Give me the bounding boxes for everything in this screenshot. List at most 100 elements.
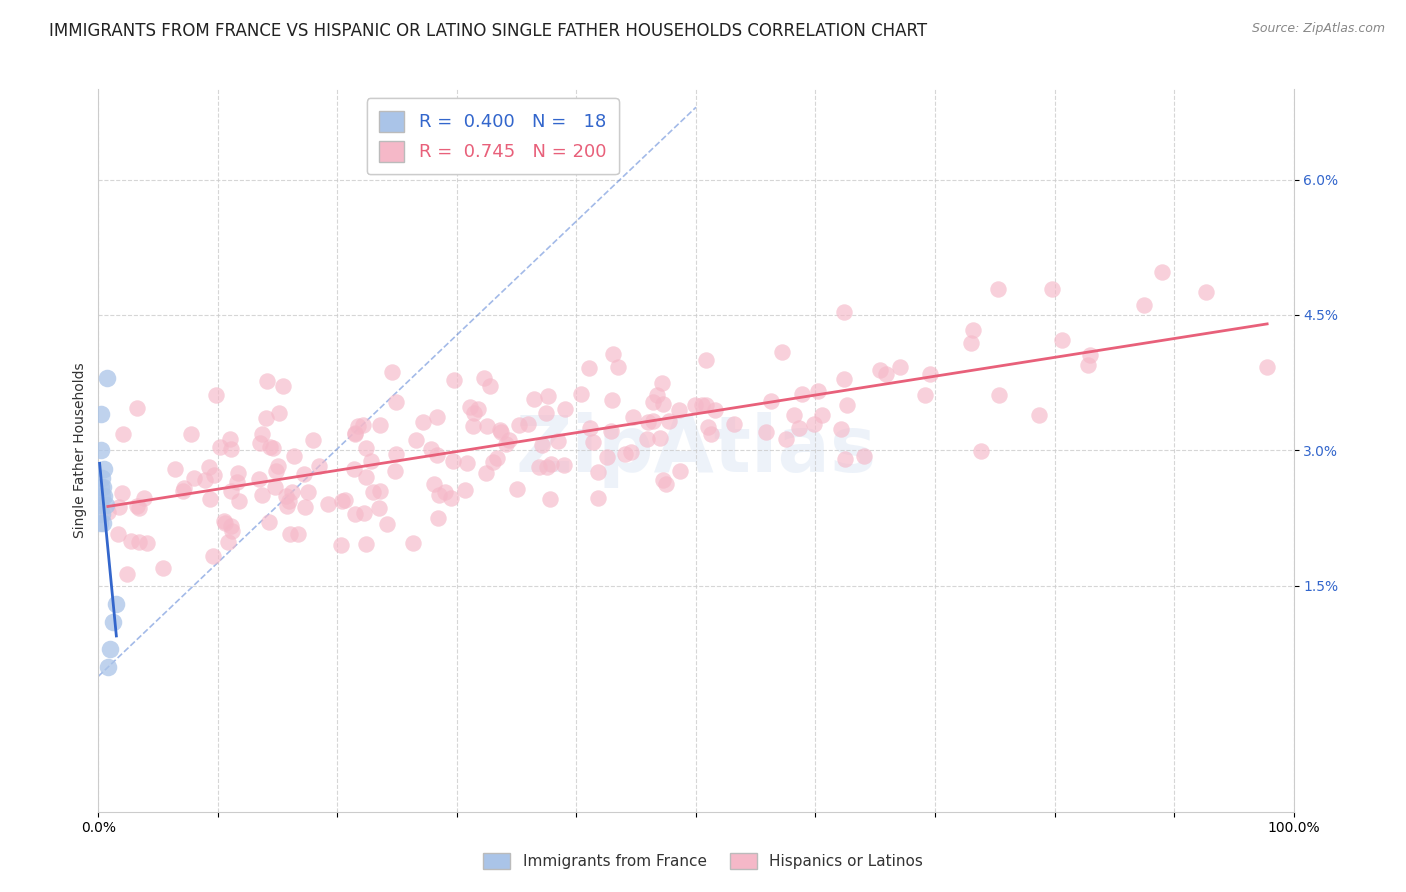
Point	[454, 483, 477, 497]
Point	[658, 414, 681, 428]
Point	[553, 458, 575, 472]
Point	[700, 427, 723, 442]
Point	[696, 420, 718, 434]
Point	[368, 418, 391, 433]
Point	[278, 494, 301, 508]
Point	[165, 462, 187, 476]
Point	[537, 388, 560, 402]
Text: IMMIGRANTS FROM FRANCE VS HISPANIC OR LATINO SINGLE FATHER HOUSEHOLDS CORRELATIO: IMMIGRANTS FROM FRANCE VS HISPANIC OR LA…	[49, 22, 928, 40]
Point	[269, 407, 291, 421]
Point	[136, 536, 159, 550]
Point	[405, 433, 427, 447]
Point	[530, 438, 553, 452]
Point	[422, 476, 444, 491]
Point	[343, 461, 366, 475]
Point	[226, 466, 249, 480]
Point	[770, 345, 793, 359]
Point	[463, 406, 485, 420]
Point	[250, 487, 273, 501]
Point	[308, 458, 330, 473]
Point	[276, 490, 298, 504]
Point	[402, 536, 425, 550]
Point	[914, 388, 936, 402]
Point	[344, 425, 367, 440]
Point	[385, 447, 408, 461]
Point	[183, 471, 205, 485]
Point	[607, 360, 630, 375]
Point	[554, 402, 576, 417]
Point	[467, 402, 489, 417]
Point	[218, 432, 240, 446]
Point	[221, 524, 243, 539]
Point	[353, 506, 375, 520]
Point	[648, 431, 671, 445]
Point	[172, 484, 194, 499]
Point	[962, 323, 984, 337]
Point	[97, 660, 120, 674]
Point	[91, 489, 114, 503]
Point	[111, 426, 134, 441]
Point	[834, 452, 856, 467]
Point	[613, 447, 636, 461]
Point	[1050, 333, 1073, 347]
Point	[426, 409, 449, 424]
Point	[969, 443, 991, 458]
Point	[647, 388, 669, 402]
Point	[412, 416, 434, 430]
Point	[641, 394, 664, 409]
Point	[1077, 359, 1099, 373]
Point	[988, 387, 1011, 401]
Point	[368, 484, 391, 499]
Point	[254, 411, 277, 425]
Point	[621, 410, 644, 425]
Point	[259, 440, 281, 454]
Point	[789, 421, 811, 435]
Point	[271, 378, 294, 392]
Point	[93, 461, 115, 475]
Y-axis label: Single Father Households: Single Father Households	[73, 363, 87, 538]
Point	[440, 491, 463, 505]
Point	[579, 421, 602, 435]
Point	[219, 484, 242, 499]
Point	[959, 335, 981, 350]
Point	[588, 491, 610, 505]
Point	[582, 435, 605, 450]
Point	[209, 440, 232, 454]
Point	[354, 537, 377, 551]
Point	[91, 507, 114, 521]
Point	[441, 454, 464, 468]
Point	[456, 456, 478, 470]
Point	[125, 401, 148, 415]
Point	[427, 511, 450, 525]
Point	[755, 425, 778, 440]
Point	[347, 418, 370, 433]
Point	[620, 445, 643, 459]
Point	[198, 460, 221, 475]
Point	[652, 396, 675, 410]
Point	[443, 373, 465, 387]
Point	[775, 433, 797, 447]
Point	[356, 470, 378, 484]
Point	[292, 467, 315, 481]
Point	[263, 480, 285, 494]
Point	[695, 352, 717, 367]
Point	[685, 398, 707, 412]
Point	[536, 406, 558, 420]
Point	[472, 371, 495, 385]
Point	[485, 451, 508, 466]
Legend: R =  0.400   N =   18, R =  0.745   N = 200: R = 0.400 N = 18, R = 0.745 N = 200	[367, 98, 619, 174]
Point	[367, 501, 389, 516]
Point	[91, 470, 114, 484]
Point	[1195, 285, 1218, 299]
Point	[330, 494, 353, 508]
Point	[287, 527, 309, 541]
Point	[461, 419, 484, 434]
Point	[354, 441, 377, 455]
Point	[458, 400, 481, 414]
Point	[385, 395, 408, 409]
Point	[479, 379, 502, 393]
Point	[101, 615, 124, 629]
Point	[375, 517, 398, 532]
Point	[132, 491, 155, 506]
Point	[361, 484, 384, 499]
